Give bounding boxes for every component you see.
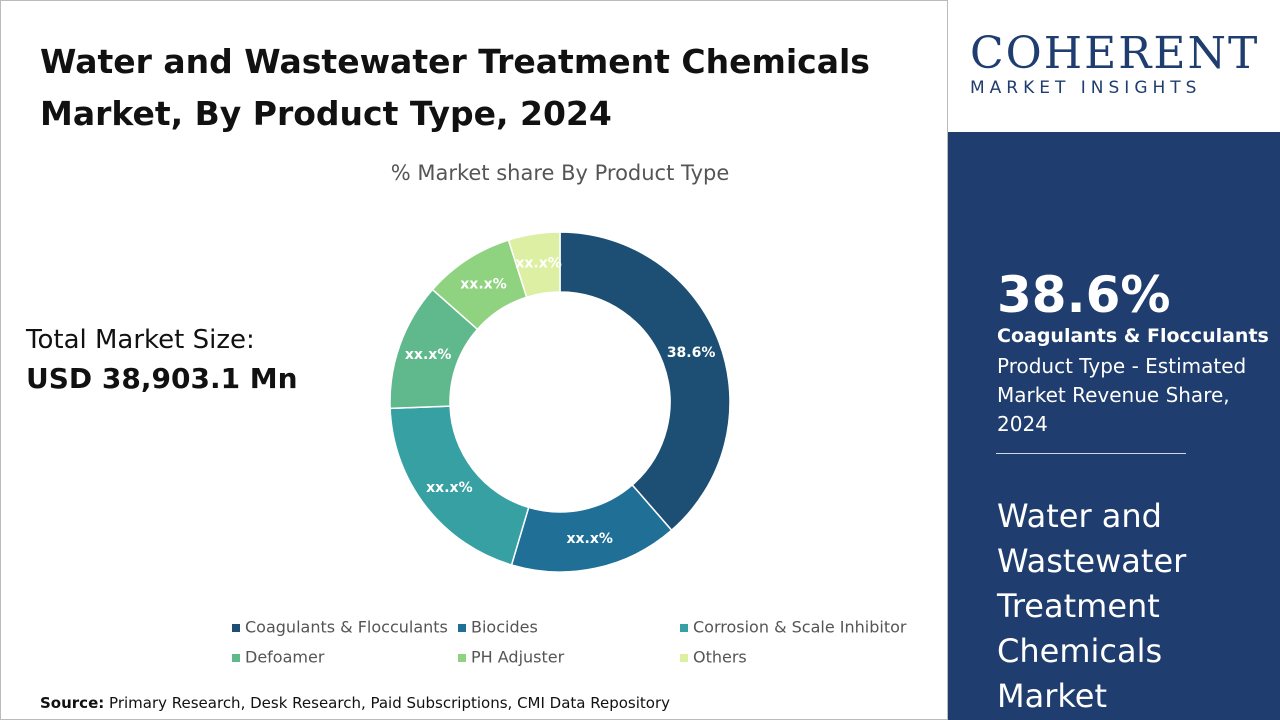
source-label: Source: (40, 694, 105, 712)
source-text: Primary Research, Desk Research, Paid Su… (109, 694, 671, 712)
highlight-segment: Coagulants & Flocculants (997, 325, 1269, 347)
legend-label: Corrosion & Scale Inhibitor (693, 618, 907, 637)
legend-label: Coagulants & Flocculants (245, 618, 448, 637)
highlight-value: 38.6% (997, 266, 1171, 324)
highlight-description: Product Type - Estimated Market Revenue … (997, 354, 1247, 436)
market-size-value: USD 38,903.1 Mn (26, 362, 298, 395)
legend-swatch (680, 654, 688, 662)
legend-swatch (458, 624, 466, 632)
data-label: 38.6% (667, 345, 716, 361)
data-label: xx.x% (515, 256, 561, 272)
data-label: xx.x% (405, 347, 451, 363)
source: Source: Primary Research, Desk Research,… (40, 694, 670, 712)
logo-tagline: MARKET INSIGHTS (970, 78, 1202, 98)
donut-segment (507, 231, 561, 299)
legend-label: PH Adjuster (471, 648, 565, 667)
legend-swatch (680, 624, 688, 632)
chart-title: % Market share By Product Type (391, 161, 730, 185)
donut-segment (559, 231, 731, 532)
data-label: xx.x% (426, 480, 472, 496)
legend-swatch (232, 624, 240, 632)
legend-label: Defoamer (245, 648, 325, 667)
data-label: xx.x% (566, 531, 612, 547)
highlight-market: Water and Wastewater Treatment Chemicals… (997, 497, 1187, 715)
logo-area: COHERENT MARKET INSIGHTS (948, 0, 1280, 132)
legend-swatch (458, 654, 466, 662)
legend-swatch (232, 654, 240, 662)
page-title: Water and Wastewater Treatment Chemicals… (40, 42, 870, 133)
chart: % Market share By Product Type 38.6% xx.x… (232, 161, 907, 667)
market-size-label: Total Market Size: (26, 325, 255, 355)
divider (996, 453, 1186, 454)
logo-name: COHERENT (970, 28, 1260, 79)
legend-label: Biocides (471, 618, 538, 637)
legend-label: Others (693, 648, 747, 667)
data-label: xx.x% (460, 277, 506, 293)
